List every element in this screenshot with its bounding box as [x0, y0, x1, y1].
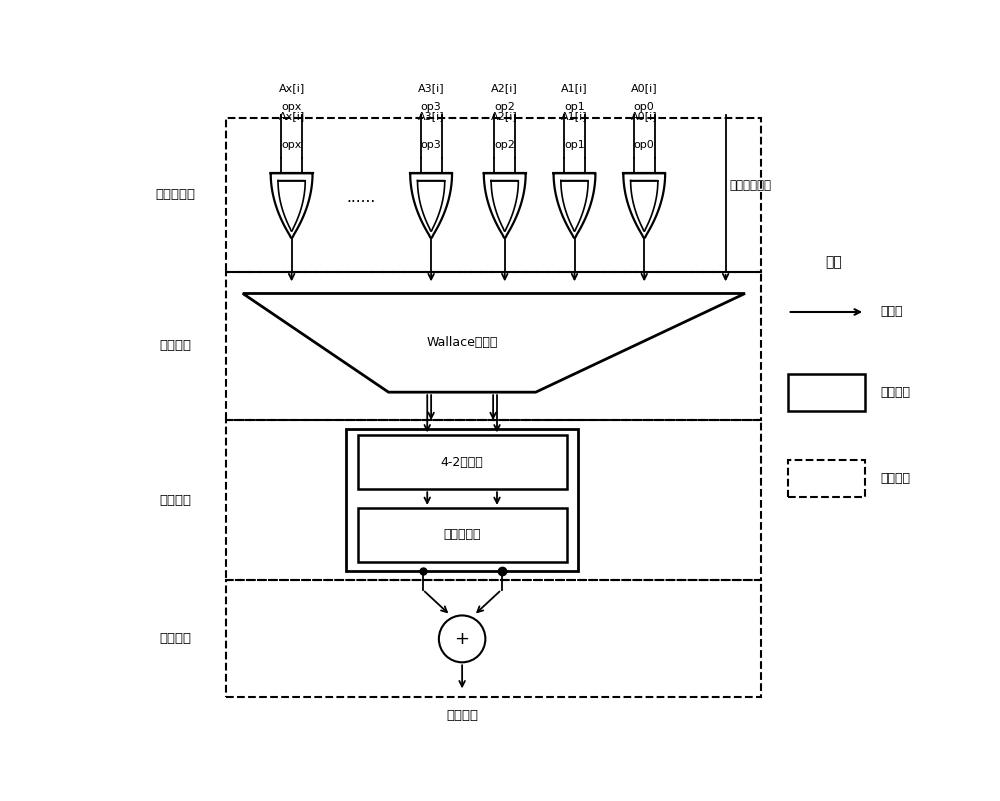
Polygon shape — [623, 173, 665, 238]
Text: A1[i]: A1[i] — [561, 83, 588, 93]
Text: A2[i]: A2[i] — [491, 83, 518, 93]
Text: A1[i]: A1[i] — [561, 111, 588, 121]
Text: +: + — [455, 630, 470, 648]
Ellipse shape — [439, 615, 485, 662]
Text: op3: op3 — [421, 140, 442, 150]
Text: 压缩阶段: 压缩阶段 — [159, 340, 191, 352]
Text: A3[i]: A3[i] — [418, 83, 444, 93]
Polygon shape — [271, 173, 313, 238]
Polygon shape — [243, 293, 745, 392]
Text: opx: opx — [281, 102, 302, 111]
Text: 4-2压缩器: 4-2压缩器 — [441, 456, 484, 469]
Text: Ax[i]: Ax[i] — [278, 83, 305, 93]
Text: op0: op0 — [634, 102, 655, 111]
Text: 功能模块: 功能模块 — [881, 385, 911, 399]
Text: 预处理阶段: 预处理阶段 — [155, 188, 195, 201]
Text: 图例: 图例 — [826, 255, 842, 269]
Text: ......: ...... — [347, 191, 376, 205]
Text: 初始进位向量: 初始进位向量 — [730, 179, 772, 192]
Text: op2: op2 — [494, 140, 515, 150]
Text: Wallace压缩树: Wallace压缩树 — [426, 336, 498, 349]
Polygon shape — [410, 173, 452, 238]
Text: opx: opx — [281, 140, 302, 150]
Bar — [346, 429, 578, 571]
Text: op2: op2 — [494, 102, 515, 111]
Text: op1: op1 — [564, 140, 585, 150]
Text: A0[i]: A0[i] — [631, 83, 658, 93]
Text: 阶段划分: 阶段划分 — [881, 472, 911, 485]
Text: op1: op1 — [564, 102, 585, 111]
Text: A2[i]: A2[i] — [491, 111, 518, 121]
Bar — [226, 420, 761, 580]
Text: 累加阶段: 累加阶段 — [159, 493, 191, 506]
Text: op3: op3 — [421, 102, 442, 111]
Text: 信号线: 信号线 — [881, 305, 903, 319]
Text: 累加寄存器: 累加寄存器 — [443, 529, 481, 541]
Text: A3[i]: A3[i] — [418, 111, 444, 121]
Bar — [226, 580, 761, 698]
Bar — [226, 118, 761, 272]
Bar — [358, 508, 567, 562]
Text: 求和阶段: 求和阶段 — [159, 632, 191, 646]
Bar — [788, 460, 865, 497]
Polygon shape — [554, 173, 595, 238]
Text: Ax[i]: Ax[i] — [278, 111, 305, 121]
Text: 累加结果: 累加结果 — [446, 709, 478, 722]
Polygon shape — [484, 173, 526, 238]
Bar — [788, 374, 865, 411]
Text: A0[i]: A0[i] — [631, 111, 658, 121]
Bar — [358, 436, 567, 489]
Text: op0: op0 — [634, 140, 655, 150]
Bar — [226, 272, 761, 420]
